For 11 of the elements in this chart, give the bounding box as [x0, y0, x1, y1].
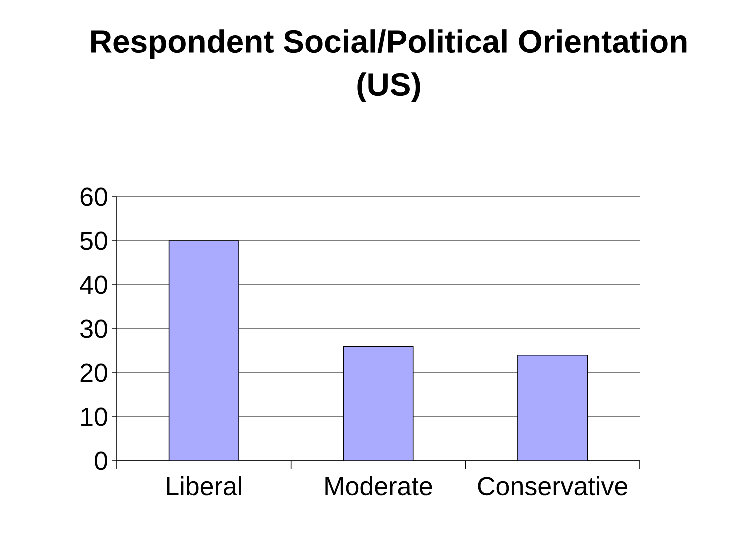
y-tick-label: 10 [82, 408, 108, 426]
x-tick-label: Liberal [167, 476, 242, 496]
x-tick-label: Moderate [326, 476, 432, 496]
y-tick-label: 40 [80, 276, 108, 294]
x-tick-label: Conservative [478, 476, 628, 496]
y-tick-label: 0 [95, 452, 108, 470]
y-tick-label: 20 [80, 364, 108, 382]
y-tick-label: 60 [80, 188, 108, 206]
chart-title: Respondent Social/Political Orientation (US) [92, 30, 687, 102]
y-tick-label: 50 [80, 232, 108, 250]
y-tick-label: 30 [80, 320, 108, 338]
